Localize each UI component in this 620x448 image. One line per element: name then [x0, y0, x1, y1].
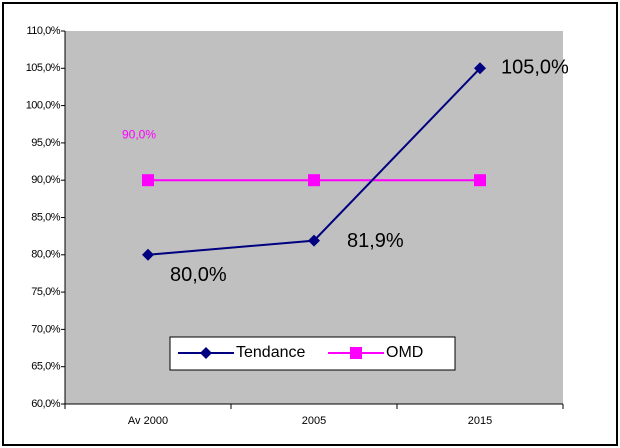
x-tick-label: 2015: [468, 415, 492, 427]
data-point: [474, 174, 486, 187]
y-tick-label: 95,0%: [31, 137, 60, 149]
data-label: 105,0%: [501, 57, 569, 79]
y-tick-label: 100,0%: [26, 100, 61, 112]
y-tick-label: 80,0%: [31, 249, 60, 261]
y-tick-label: 85,0%: [31, 211, 60, 223]
y-tick-label: 105,0%: [26, 62, 61, 74]
data-label: 81,9%: [347, 230, 404, 252]
data-point: [474, 62, 486, 75]
legend-marker: [350, 347, 362, 359]
data-point: [142, 248, 154, 261]
x-tick-label: 2005: [302, 415, 326, 427]
data-point: [142, 174, 154, 187]
y-tick-label: 90,0%: [31, 174, 60, 186]
data-point: [308, 174, 320, 187]
y-tick-label: 75,0%: [31, 286, 60, 298]
y-tick-label: 65,0%: [31, 361, 60, 373]
data-point: [308, 234, 320, 247]
y-tick-label: 110,0%: [27, 25, 61, 37]
data-label: 80,0%: [170, 264, 227, 286]
x-tick-label: Av 2000: [128, 415, 168, 427]
legend-marker: [200, 347, 212, 359]
data-label: 90,0%: [122, 127, 156, 141]
y-tick-label: 70,0%: [31, 323, 60, 335]
y-tick-label: 60,0%: [31, 398, 60, 410]
legend-label: OMD: [386, 344, 423, 361]
legend-label: Tendance: [236, 344, 305, 361]
